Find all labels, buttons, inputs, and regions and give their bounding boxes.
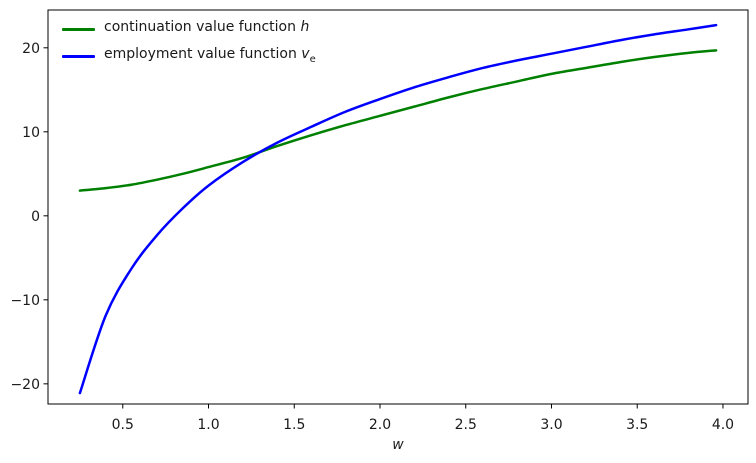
legend-item-employment-value: employment value function ve — [62, 46, 316, 68]
y-tick-label: −20 — [10, 377, 40, 393]
legend-item-continuation-value: continuation value function h — [62, 19, 316, 41]
x-tick-label: 3.0 — [540, 417, 562, 433]
x-tick-label: 3.5 — [626, 417, 648, 433]
legend-math-var: h — [300, 19, 310, 35]
x-axis-label: w — [392, 437, 404, 453]
y-tick-label: 20 — [22, 41, 40, 57]
x-tick-label: 1.0 — [197, 417, 219, 433]
x-tick-label: 1.5 — [283, 417, 305, 433]
curve-h — [78, 49, 718, 192]
x-tick-label: 4.0 — [712, 417, 734, 433]
legend-line-sample-blue — [62, 55, 95, 59]
legend-math-sub: e — [309, 53, 316, 65]
x-tick-label: 2.5 — [455, 417, 477, 433]
y-tick-label: 10 — [22, 125, 40, 141]
legend-label-employment-value: employment value function ve — [104, 46, 316, 68]
legend-line-sample-green — [62, 28, 95, 32]
legend-math-var: v — [301, 45, 310, 62]
curve-ve — [78, 23, 718, 395]
legend-text: employment value function — [104, 45, 302, 62]
legend: continuation value function h employment… — [62, 19, 316, 68]
legend-text: continuation value function — [104, 19, 301, 35]
legend-label-continuation-value: continuation value function h — [104, 19, 309, 41]
y-tick-label: 0 — [31, 209, 40, 225]
x-tick-label: 2.0 — [369, 417, 391, 433]
y-tick-label: −10 — [10, 293, 40, 309]
x-tick-label: 0.5 — [112, 417, 134, 433]
axes-box — [47, 9, 749, 405]
